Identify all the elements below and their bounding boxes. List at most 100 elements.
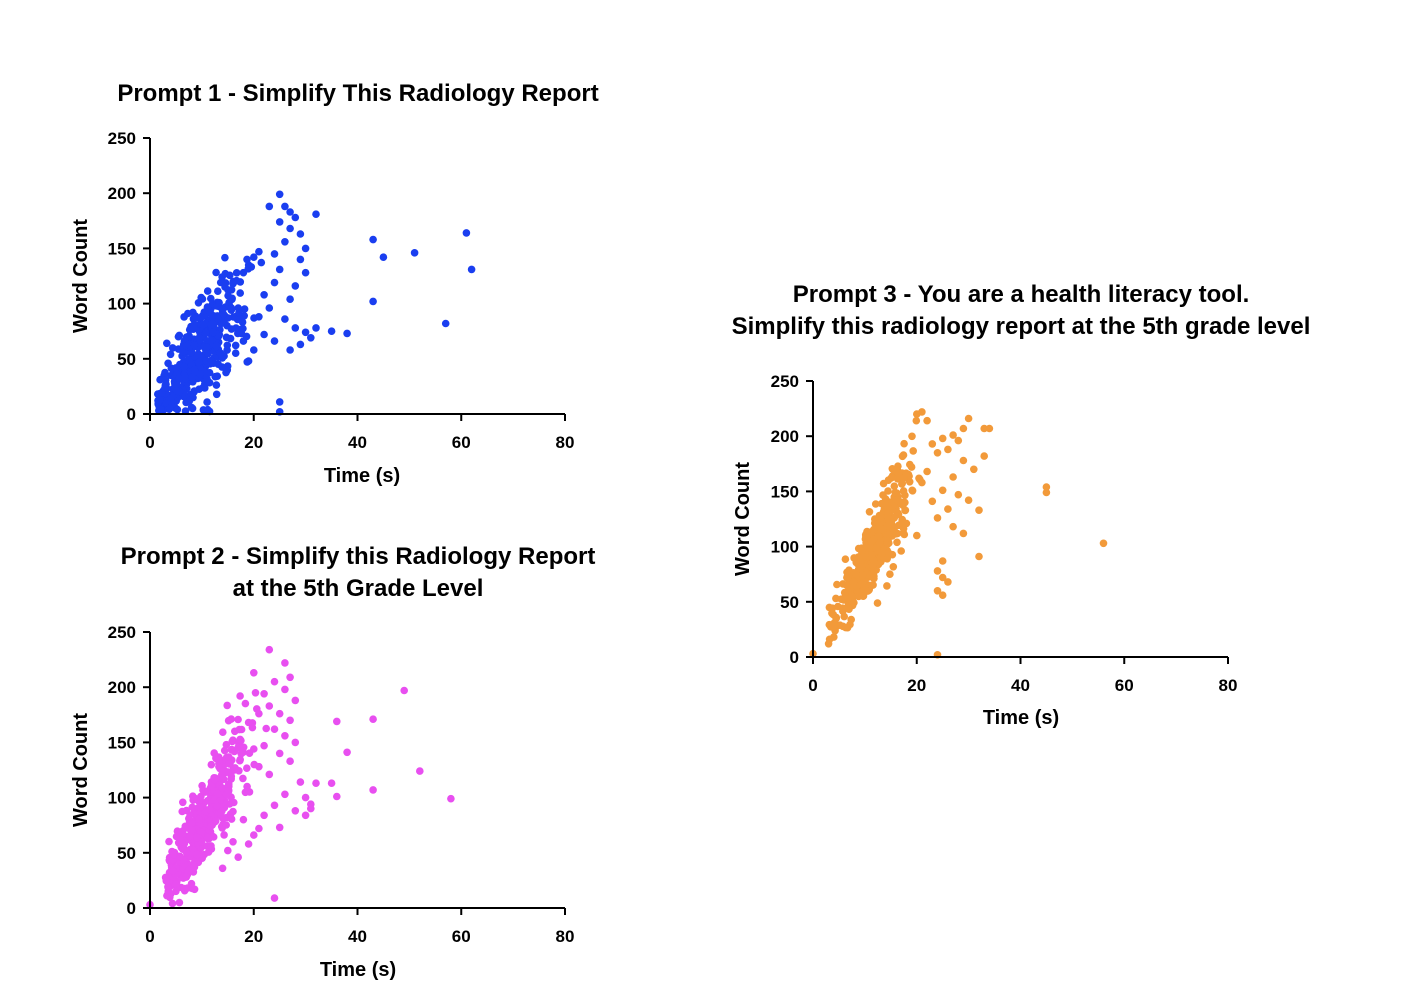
data-point-p2-c439 [187, 819, 196, 827]
data-point-p3-c231 [900, 530, 909, 539]
data-point-p1-c358 [189, 393, 197, 402]
data-point-p1-27 [286, 346, 294, 354]
data-point-p3-c394 [839, 622, 847, 631]
data-point-p1-2 [281, 202, 289, 211]
data-point-p2-20 [255, 762, 263, 771]
data-point-p3-c5 [912, 416, 921, 425]
data-point-p3-c349 [884, 503, 893, 512]
data-point-p1-5 [312, 210, 320, 218]
data-point-p3-c344 [870, 525, 878, 534]
y-tick-label-p1-250: 250 [108, 129, 136, 148]
data-point-p1-45 [467, 265, 476, 274]
data-point-p2-c325 [175, 898, 184, 907]
data-point-p2-26 [301, 811, 310, 820]
data-point-p2-7 [291, 696, 300, 705]
data-point-p1-c416 [199, 320, 207, 329]
data-point-p1-c396 [166, 404, 174, 412]
x-tick-label-p1-80: 80 [556, 433, 575, 452]
data-point-p2-c217 [234, 715, 242, 724]
data-point-p2-30 [239, 815, 248, 824]
chart-title-p3-line1: Prompt 3 - You are a health literacy too… [793, 281, 1250, 308]
data-point-p2-c285 [218, 784, 226, 792]
data-point-p3-9 [928, 440, 937, 448]
data-point-p3-16 [907, 463, 916, 471]
data-point-p3-c298 [893, 538, 901, 547]
data-point-p2-c323 [219, 728, 227, 736]
data-point-p2-10 [255, 709, 263, 718]
data-point-p2-22 [296, 778, 305, 786]
data-point-p3-c289 [900, 498, 908, 507]
y-tick-label-p1-50: 50 [117, 350, 136, 369]
data-point-p3-c206 [887, 474, 895, 482]
data-point-p2-c416 [227, 746, 236, 754]
data-point-p1-c283 [236, 289, 244, 297]
data-point-p2-c351 [225, 760, 234, 768]
data-point-p3-6 [949, 431, 957, 439]
data-point-p3-c179 [873, 599, 882, 607]
data-point-p3-c459 [868, 551, 876, 559]
data-point-p2-c378 [226, 810, 235, 818]
data-point-p2-c262 [173, 827, 182, 835]
data-point-p3-c424 [894, 469, 903, 478]
data-point-p3-4 [980, 424, 988, 433]
data-point-p1-c264 [222, 368, 230, 377]
data-point-p3-c442 [876, 515, 884, 523]
data-point-p2-3 [286, 673, 294, 682]
data-point-p3-c264 [863, 587, 872, 595]
data-point-p1-38 [229, 279, 237, 288]
data-point-p1-36 [255, 313, 263, 321]
data-point-p2-c278 [222, 821, 230, 829]
data-point-p3-c449 [899, 451, 908, 459]
data-point-p1-c208 [163, 339, 171, 348]
y-tick-label-p3-100: 100 [771, 538, 799, 557]
data-point-p1-52 [167, 394, 175, 403]
data-point-p2-c428 [215, 756, 224, 764]
data-point-p2-17 [250, 745, 258, 753]
data-point-p3-c418 [843, 568, 851, 577]
x-axis-label-p3: Time (s) [983, 707, 1059, 729]
data-point-p1-6 [275, 218, 284, 226]
data-point-p1-c367 [173, 405, 182, 414]
data-point-p3-27 [975, 552, 983, 561]
data-point-p1-7 [286, 224, 294, 233]
data-point-p3-37 [980, 452, 988, 460]
data-point-p3-15 [923, 467, 931, 476]
data-point-p3-c432 [890, 514, 899, 522]
data-point-p1-c346 [227, 325, 236, 333]
data-point-p3-5 [959, 424, 968, 433]
data-point-p1-c418 [191, 367, 199, 376]
data-point-p1-c266 [218, 363, 226, 371]
data-point-p1-39 [239, 268, 248, 277]
data-point-p1-44 [462, 229, 471, 237]
data-point-p1-9 [301, 244, 310, 253]
data-point-p1-14 [296, 255, 305, 264]
data-point-p2-c435 [210, 775, 219, 784]
x-tick-label-p3-40: 40 [1011, 676, 1030, 695]
chart-prompt-1: Prompt 1 - Simplify This Radiology Repor… [70, 80, 599, 487]
data-point-p2-c424 [207, 822, 215, 830]
data-point-p3-c353 [842, 581, 851, 589]
data-point-p2-31 [250, 831, 258, 839]
data-point-p1-8 [296, 230, 305, 238]
data-point-p2-c436 [162, 877, 171, 885]
y-tick-label-p1-150: 150 [108, 239, 136, 258]
data-point-p3-c380 [908, 486, 916, 495]
data-point-p1-c307 [203, 287, 212, 295]
data-point-p1-33 [250, 346, 258, 354]
y-axis-label-p1: Word Count [70, 219, 92, 333]
data-point-p1-23 [291, 324, 300, 332]
data-point-p1-0 [275, 190, 284, 199]
data-point-p1-c390 [164, 359, 172, 368]
data-point-p3-18 [938, 486, 947, 495]
y-tick-label-p2-250: 250 [108, 623, 136, 642]
data-point-p2-c251 [224, 716, 233, 725]
data-point-p3-c408 [854, 592, 863, 601]
data-point-p3-c457 [879, 525, 887, 534]
data-point-p2-1 [281, 659, 289, 667]
data-point-p2-0 [265, 645, 274, 654]
data-point-p1-47 [441, 319, 450, 328]
data-point-p1-40 [244, 261, 253, 269]
chart-prompt-2: Prompt 2 - Simplify this Radiology Repor… [70, 543, 595, 981]
data-point-p1-c392 [195, 358, 203, 366]
data-point-p2-c120 [251, 689, 260, 697]
